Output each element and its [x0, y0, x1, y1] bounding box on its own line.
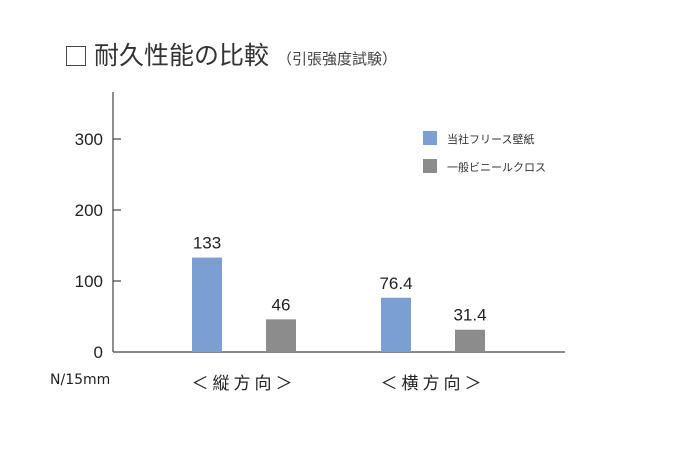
category-label: ＜縦方向＞ [192, 374, 297, 394]
chart-title-main: 耐久性能の比較 [94, 41, 270, 70]
chart-title-sub: （引張強度試験） [277, 50, 398, 68]
legend-label: 一般ビニールクロス [447, 161, 546, 174]
bar-series-a [192, 257, 222, 352]
category-label: ＜横方向＞ [381, 374, 486, 394]
bar-series-a [381, 297, 411, 352]
legend-swatch [423, 131, 437, 145]
y-tick-label: 0 [94, 343, 103, 362]
y-tick-label: 300 [75, 130, 103, 149]
y-axis-unit-label: N/15mm [50, 372, 111, 388]
chart-title: 耐久性能の比較 （引張強度試験） [66, 36, 397, 72]
bar-series-b [266, 319, 296, 352]
data-label: 46 [272, 295, 291, 314]
data-label: 31.4 [453, 306, 486, 325]
y-tick-label: 200 [75, 201, 103, 220]
square-icon [66, 46, 86, 66]
y-tick-label: 100 [75, 272, 103, 291]
data-label: 133 [193, 234, 221, 253]
bar-series-b [455, 329, 485, 352]
legend-label: 当社フリース壁紙 [447, 132, 534, 146]
data-label: 76.4 [379, 274, 412, 293]
legend-swatch [423, 159, 437, 173]
